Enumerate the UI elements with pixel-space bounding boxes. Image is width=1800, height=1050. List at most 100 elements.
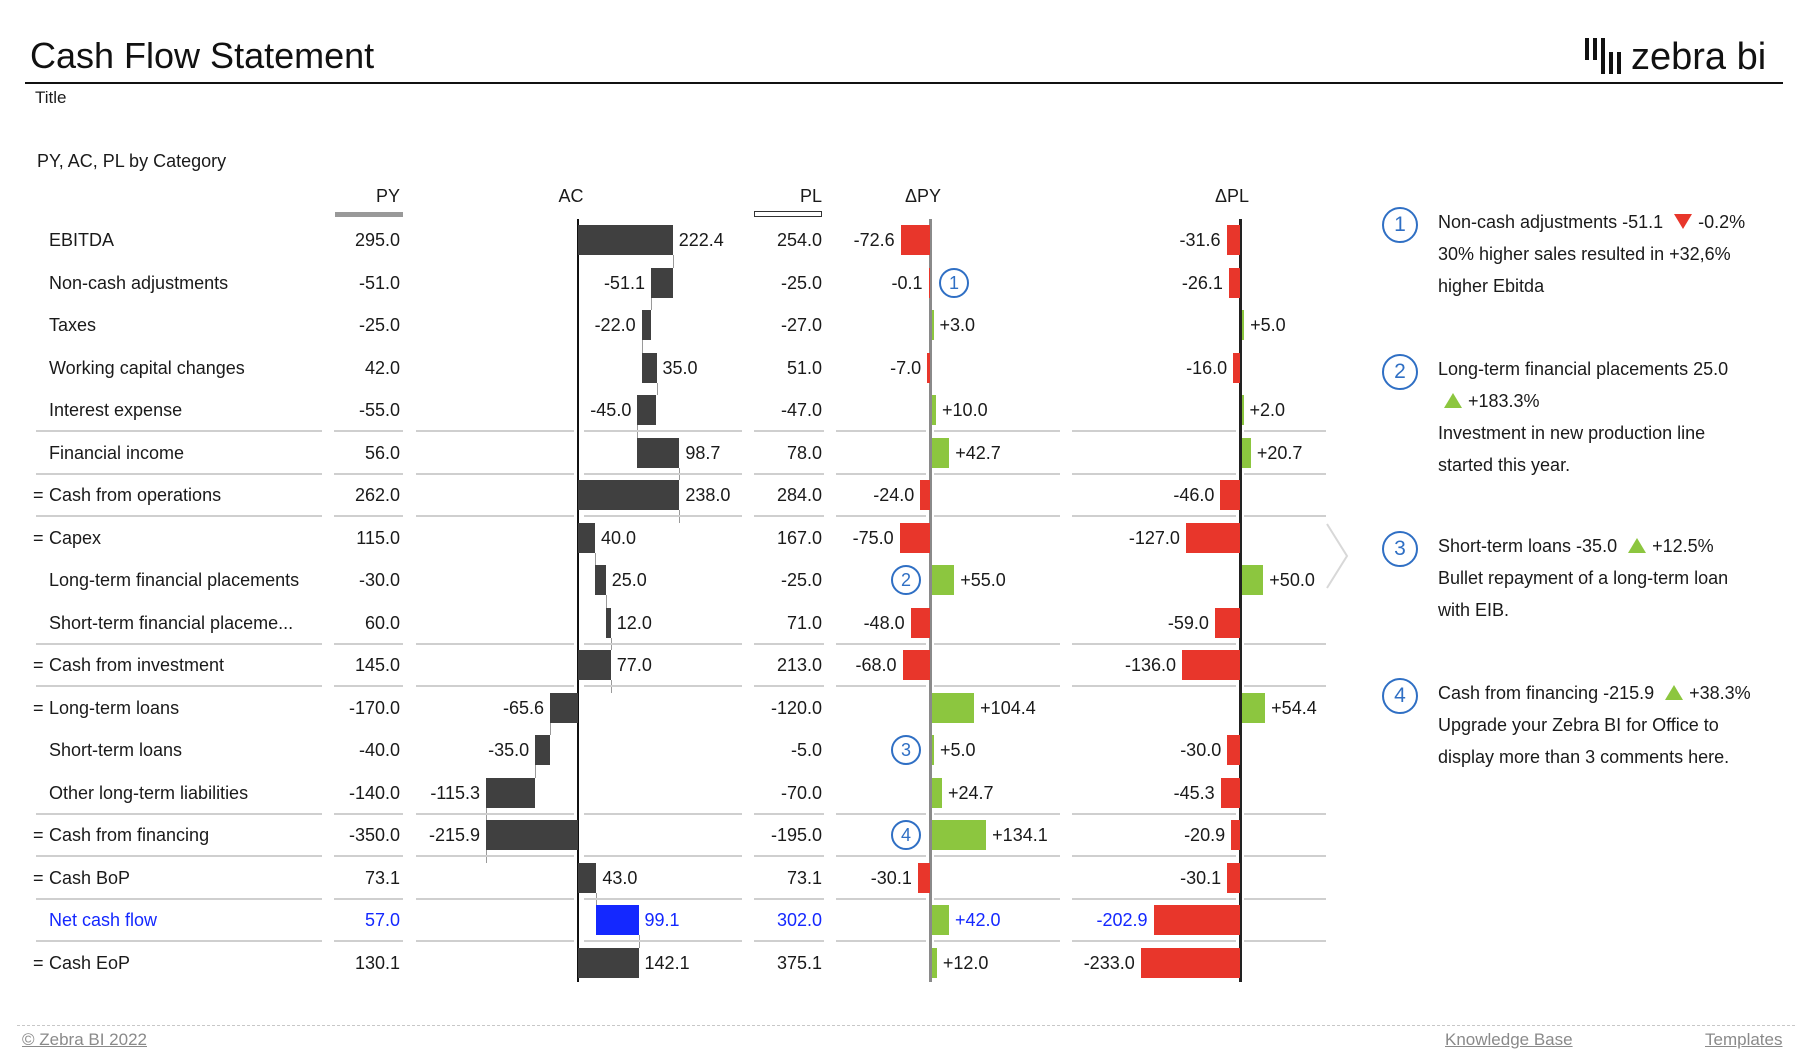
ac-bar (637, 395, 657, 425)
comment-delta-value: -0.2% (1698, 212, 1746, 232)
comment-number-badge[interactable]: 4 (1382, 678, 1418, 714)
comment-marker[interactable]: 3 (891, 735, 921, 765)
comment-number-badge[interactable]: 2 (1382, 354, 1418, 390)
row-separator (584, 897, 742, 900)
delta-py-value: +10.0 (942, 400, 988, 420)
delta-py-bar (917, 862, 930, 893)
row-separator (416, 897, 574, 900)
row-separator (1244, 515, 1326, 517)
row-separator (1244, 897, 1326, 900)
comment-marker[interactable]: 1 (939, 267, 969, 298)
row-label: Long-term loans (49, 697, 180, 718)
row-separator (1244, 642, 1326, 645)
row-separator (754, 897, 824, 900)
row-separator (934, 855, 1060, 857)
py-value: 57.0 (364, 910, 400, 930)
templates-link[interactable]: Templates (1705, 1030, 1783, 1049)
row-label: Cash from operations (49, 485, 222, 505)
page-title: Cash Flow Statement (30, 35, 375, 76)
pl-value: 71.0 (786, 612, 822, 633)
row-separator (836, 515, 926, 517)
row-separator (416, 642, 574, 645)
comment-title-text: Short-term loans -35.0 (1438, 536, 1618, 556)
ac-value: 35.0 (662, 357, 698, 378)
pl-value: -25.0 (780, 570, 822, 590)
column-header-delta-py: ΔPY (904, 186, 942, 206)
row-label: Financial income (49, 442, 185, 463)
total-prefix: = (33, 655, 49, 675)
row-separator (584, 472, 742, 475)
comment-number-badge[interactable]: 1 (1382, 207, 1418, 243)
delta-pl-value: -16.0 (1186, 357, 1228, 378)
pl-value: 254.0 (776, 230, 822, 250)
triangle-down-icon (1674, 214, 1693, 229)
row-separator (836, 642, 926, 645)
delta-py-bar (902, 650, 930, 680)
row-separator (416, 812, 574, 815)
total-prefix: = (33, 825, 49, 845)
py-value: -25.0 (358, 315, 400, 335)
comment-number-badge[interactable]: 3 (1382, 531, 1418, 567)
ac-value: -51.1 (603, 272, 645, 293)
row-separator (1072, 685, 1236, 687)
delta-pl-bar (1185, 522, 1240, 553)
comment-item: Short-term loans -35.0 +12.5% Bullet repa… (1438, 530, 1773, 626)
ac-value: -35.0 (488, 740, 530, 760)
comment-marker[interactable]: 2 (891, 565, 921, 595)
comment-title: Short-term loans -35.0 +12.5% (1438, 530, 1773, 562)
comment-item: Cash from financing -215.9 +38.3% Upgrade… (1438, 677, 1773, 773)
delta-py-value: -75.0 (852, 527, 894, 548)
row-separator (334, 642, 403, 645)
row-separator (1072, 897, 1236, 900)
row-separator (836, 430, 926, 432)
comment-title: Cash from financing -215.9 +38.3% (1438, 677, 1773, 709)
comment-title-text: Cash from financing -215.9 (1438, 683, 1655, 703)
comment-text-line: Bullet repayment of a long-term loan (1438, 568, 1729, 588)
chevron-right-icon[interactable] (1325, 522, 1349, 590)
knowledge-base-link[interactable]: Knowledge Base (1445, 1030, 1573, 1049)
comment-text-line: started this year. (1438, 455, 1571, 475)
copyright-link[interactable]: © Zebra BI 2022 (22, 1030, 147, 1049)
row-separator (334, 430, 403, 432)
delta-pl-bar (1231, 820, 1240, 850)
column-header-ac: AC (558, 186, 584, 206)
py-value: -51.0 (358, 272, 400, 293)
delta-pl-bar (1153, 905, 1240, 935)
comment-delta-value: +183.3% (1468, 391, 1540, 411)
row-separator (754, 685, 824, 687)
ac-value: -45.0 (590, 400, 632, 420)
row-separator (36, 472, 322, 475)
row-separator (934, 812, 1060, 815)
delta-pl-value: +54.4 (1271, 697, 1317, 718)
delta-pl-value: -26.1 (1181, 272, 1223, 293)
delta-pl-bar (1233, 352, 1240, 383)
ac-bar (595, 565, 606, 595)
row-separator (36, 940, 322, 942)
row-separator (1244, 430, 1326, 432)
row-separator (1072, 515, 1236, 517)
row-label: EBITDA (49, 230, 115, 250)
delta-pl-value: -20.9 (1184, 825, 1226, 845)
row-label: Non-cash adjustments (49, 272, 229, 293)
ac-bar (641, 310, 651, 340)
pl-value: 73.1 (786, 867, 822, 888)
logo-text: zebra bi (1631, 36, 1766, 78)
delta-py-value: +12.0 (942, 952, 989, 973)
delta-pl-bar (1242, 310, 1245, 340)
pl-value: 284.0 (776, 485, 822, 505)
ac-bar (650, 267, 673, 298)
comment-text-line: Investment in new production line (1438, 423, 1706, 443)
row-label: Long-term financial placements (49, 570, 300, 590)
delta-py-bar (932, 565, 955, 595)
delta-py-bar (927, 352, 930, 383)
row-separator (584, 685, 742, 687)
ac-value: 25.0 (611, 570, 647, 590)
row-separator (754, 642, 824, 645)
ac-bar (550, 692, 578, 723)
pl-value: 213.0 (776, 655, 822, 675)
total-prefix: = (33, 867, 49, 888)
py-legend-marker (335, 212, 403, 217)
column-header-py: PY (375, 186, 400, 206)
triangle-up-icon (1444, 393, 1462, 408)
comment-marker[interactable]: 4 (891, 820, 921, 850)
